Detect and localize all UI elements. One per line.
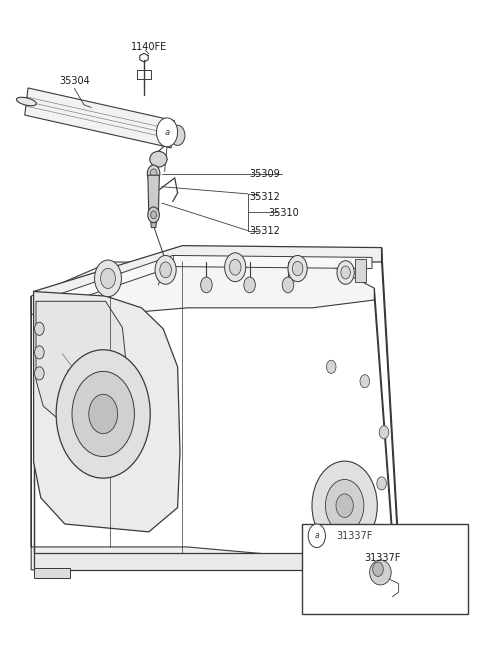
Polygon shape	[31, 296, 394, 570]
Circle shape	[379, 426, 389, 439]
Circle shape	[56, 350, 150, 478]
Polygon shape	[31, 262, 374, 314]
Ellipse shape	[370, 560, 391, 585]
Circle shape	[326, 360, 336, 373]
Circle shape	[160, 262, 171, 278]
Polygon shape	[48, 255, 372, 309]
Polygon shape	[382, 248, 398, 553]
Ellipse shape	[373, 562, 383, 576]
Text: 35304: 35304	[59, 77, 90, 86]
Text: 35310: 35310	[268, 208, 299, 218]
Circle shape	[89, 394, 118, 434]
Circle shape	[308, 524, 325, 548]
Circle shape	[151, 211, 156, 219]
Text: 1140FE: 1140FE	[131, 43, 167, 52]
Polygon shape	[34, 568, 70, 578]
Bar	[355, 259, 366, 282]
Circle shape	[225, 253, 246, 282]
Text: a: a	[314, 531, 319, 540]
Polygon shape	[34, 246, 382, 305]
Polygon shape	[34, 291, 398, 570]
Ellipse shape	[170, 125, 185, 145]
Circle shape	[360, 375, 370, 388]
Circle shape	[35, 346, 44, 359]
Circle shape	[244, 277, 255, 293]
Circle shape	[325, 479, 364, 532]
Text: 35309: 35309	[250, 168, 280, 179]
Text: a: a	[165, 128, 169, 137]
Circle shape	[229, 259, 241, 275]
Circle shape	[156, 118, 178, 147]
Text: 35312: 35312	[250, 191, 280, 202]
Circle shape	[312, 461, 377, 550]
Circle shape	[147, 165, 160, 182]
Polygon shape	[25, 88, 174, 148]
Text: 31337F: 31337F	[365, 553, 401, 563]
Circle shape	[72, 371, 134, 457]
Circle shape	[150, 169, 157, 178]
Circle shape	[201, 277, 212, 293]
Polygon shape	[36, 301, 127, 426]
Circle shape	[288, 255, 307, 282]
Bar	[302, 524, 468, 614]
Circle shape	[341, 266, 350, 279]
Circle shape	[337, 261, 354, 284]
Polygon shape	[307, 568, 360, 578]
Polygon shape	[150, 211, 157, 228]
Circle shape	[101, 269, 115, 288]
Polygon shape	[148, 176, 159, 211]
Circle shape	[95, 260, 121, 297]
Circle shape	[35, 367, 44, 380]
Circle shape	[331, 552, 341, 565]
Ellipse shape	[162, 129, 183, 140]
Text: 31337F: 31337F	[336, 531, 372, 541]
Circle shape	[292, 261, 303, 276]
Circle shape	[361, 540, 371, 553]
Text: 35312: 35312	[250, 225, 280, 236]
Circle shape	[155, 255, 176, 284]
Circle shape	[336, 494, 353, 517]
Polygon shape	[374, 288, 394, 558]
Circle shape	[377, 477, 386, 490]
Ellipse shape	[150, 151, 167, 167]
Ellipse shape	[16, 98, 36, 105]
Circle shape	[35, 322, 44, 335]
Circle shape	[148, 207, 159, 223]
Polygon shape	[34, 291, 180, 532]
Circle shape	[282, 277, 294, 293]
